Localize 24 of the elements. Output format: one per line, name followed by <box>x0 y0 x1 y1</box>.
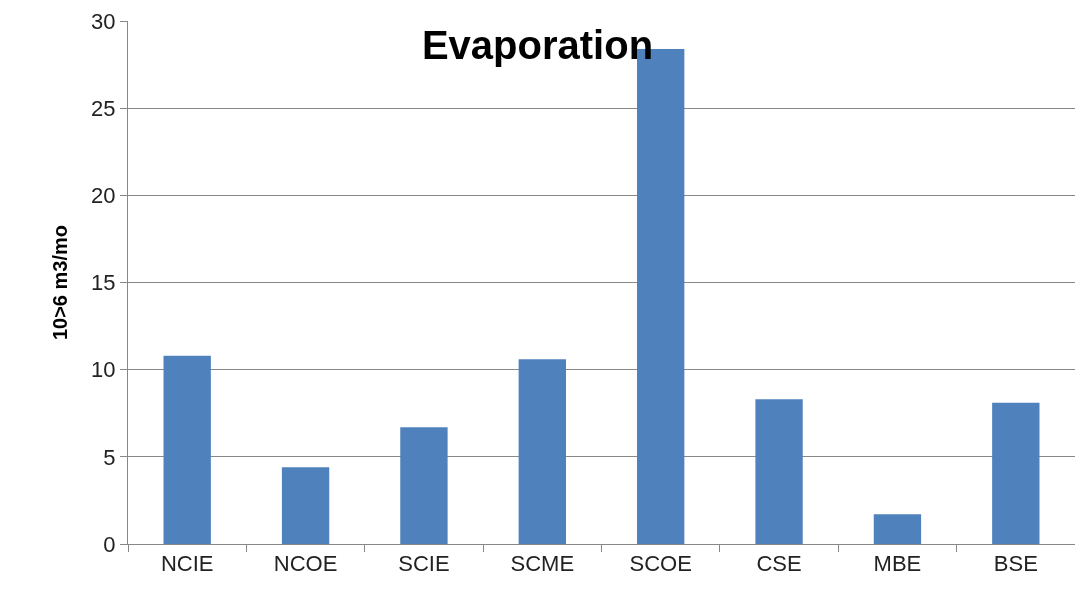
bar <box>281 467 330 544</box>
y-tick-label: 25 <box>91 95 116 121</box>
x-tick-label: SCOE <box>629 551 692 577</box>
bar <box>873 514 922 544</box>
bar <box>992 402 1040 544</box>
bar <box>518 359 566 544</box>
bar <box>755 399 803 544</box>
x-tick-label: NCIE <box>160 551 214 577</box>
y-tick-label: 5 <box>103 444 116 470</box>
x-tick-label: CSE <box>756 551 802 577</box>
x-tick-label: SCIE <box>398 551 450 577</box>
y-axis-title: 10>6 m3/mo <box>48 224 71 341</box>
bar <box>400 427 448 544</box>
x-tick-label: MBE <box>873 551 922 577</box>
y-tick-label: 10 <box>91 357 116 383</box>
bar <box>163 355 211 544</box>
y-tick-label: 30 <box>91 8 116 34</box>
x-tick-label: BSE <box>993 551 1038 577</box>
y-tick-label: 0 <box>103 531 116 557</box>
x-tick-label: SCME <box>510 551 575 577</box>
y-tick-label: 20 <box>91 183 116 209</box>
chart-title: Evaporation <box>421 23 654 68</box>
y-tick-label: 15 <box>91 270 116 296</box>
x-tick-label: NCOE <box>273 551 338 577</box>
